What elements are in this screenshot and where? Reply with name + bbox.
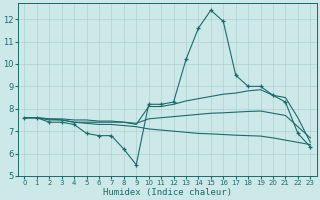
X-axis label: Humidex (Indice chaleur): Humidex (Indice chaleur): [103, 188, 232, 197]
